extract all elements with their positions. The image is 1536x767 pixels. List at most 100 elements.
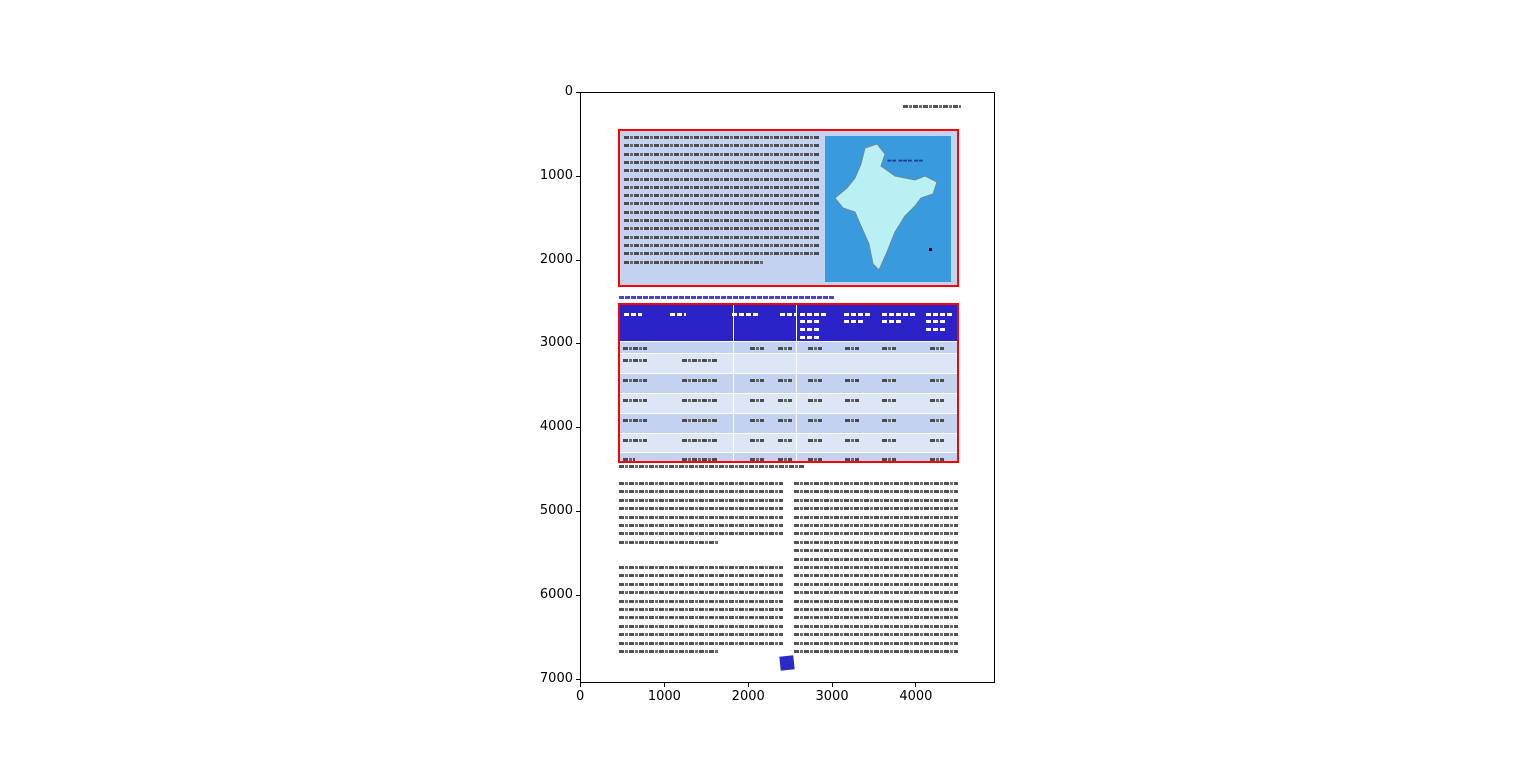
body-text-line (794, 524, 958, 527)
body-text-line (794, 532, 958, 536)
table-cell (930, 347, 944, 350)
table-header-text (670, 313, 686, 316)
intro-text-line (624, 235, 820, 239)
y-tick-mark (576, 343, 580, 345)
body-text-line (794, 498, 958, 502)
table-cell (930, 399, 944, 402)
table-header-text (882, 313, 916, 316)
table-cell (882, 399, 896, 402)
table-header-text (926, 328, 946, 331)
blue-stamp (779, 655, 795, 671)
x-tick-label: 2000 (731, 689, 765, 704)
table-cell (682, 458, 718, 461)
body-text-line (794, 650, 958, 653)
body-text-line (794, 591, 958, 595)
table-cell (845, 439, 859, 442)
intro-text-line (624, 185, 820, 189)
table-cell (808, 458, 822, 461)
intro-text-line (624, 144, 820, 148)
body-text-line (619, 507, 783, 511)
table-header-text (800, 328, 820, 331)
table-cell (930, 458, 944, 461)
x-tick-label: 0 (576, 689, 585, 704)
y-tick-mark (576, 259, 580, 261)
body-text-line (794, 482, 958, 485)
body-text-line (619, 624, 783, 628)
table-header-text (844, 320, 864, 323)
x-tick-mark (915, 683, 917, 687)
table-header-text (624, 313, 642, 316)
table-cell (930, 419, 944, 422)
intro-text-line (624, 202, 820, 206)
body-text-line (794, 582, 958, 586)
body-text-line (794, 624, 958, 628)
table-cell (845, 399, 859, 402)
body-text-line (794, 566, 958, 569)
body-text-line (619, 641, 783, 645)
intro-text-line (624, 152, 820, 156)
table-cell (623, 458, 635, 461)
table-row (620, 353, 957, 374)
x-tick-mark (663, 683, 665, 687)
y-tick-mark (576, 427, 580, 429)
table-caption (619, 296, 834, 299)
table-row (620, 452, 957, 461)
table-header-text (926, 320, 946, 323)
table-cell (808, 379, 822, 382)
table-cell (682, 419, 718, 422)
table-header-text (882, 320, 902, 323)
table-cell (623, 359, 647, 362)
table-cell (778, 399, 792, 402)
body-text-line (619, 482, 783, 485)
table-cell (882, 439, 896, 442)
table-header-text (732, 313, 760, 316)
table-row (620, 341, 957, 354)
table-cell (808, 399, 822, 402)
body-text-line (794, 599, 958, 603)
x-tick-label: 3000 (815, 689, 849, 704)
body-text-line (794, 515, 958, 519)
body-text-line (619, 540, 719, 544)
table-cell (750, 439, 764, 442)
body-text-line (794, 507, 958, 511)
body-text-line (794, 549, 958, 553)
body-text-line (794, 574, 958, 578)
x-tick-mark (580, 683, 581, 687)
table-cell (750, 379, 764, 382)
table-cell (623, 379, 647, 382)
table-cell (808, 347, 822, 350)
y-tick-mark (576, 175, 580, 177)
table-header-text (844, 313, 872, 316)
body-text-line (794, 608, 958, 611)
table-cell (623, 419, 647, 422)
intro-text-line (624, 227, 820, 231)
header-text (903, 105, 961, 108)
table-cell (623, 399, 647, 402)
body-text-line (619, 524, 783, 527)
intro-text-line (624, 136, 820, 139)
svg-text:▬▬ ▬▬▬ ▬▬: ▬▬ ▬▬▬ ▬▬ (887, 158, 924, 164)
table-cell (750, 347, 764, 350)
intro-text-line (624, 169, 820, 173)
y-tick-label: 1000 (539, 167, 573, 183)
y-tick-mark (576, 511, 580, 513)
table-cell (845, 458, 859, 461)
plot-axes: ▬▬ ▬▬▬ ▬▬ (580, 92, 995, 683)
body-text-line (619, 532, 783, 536)
table-cell (882, 379, 896, 382)
table-cell (750, 399, 764, 402)
table-cell (682, 399, 718, 402)
table-cell (845, 347, 859, 350)
y-tick-label: 6000 (539, 586, 573, 602)
india-map-image: ▬▬ ▬▬▬ ▬▬ (825, 136, 951, 282)
body-text-line (619, 591, 783, 595)
y-tick-mark (576, 92, 580, 93)
table-cell (845, 379, 859, 382)
body-text-line (619, 490, 783, 494)
table-cell (682, 379, 718, 382)
body-text-line (619, 633, 783, 637)
intro-text-line (624, 252, 820, 256)
body-text-line (619, 566, 783, 569)
body-text-line (619, 608, 783, 611)
table-row (620, 373, 957, 394)
